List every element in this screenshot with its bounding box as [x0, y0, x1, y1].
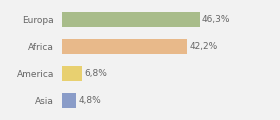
- Text: 46,3%: 46,3%: [202, 15, 230, 24]
- Bar: [62, 39, 187, 54]
- Bar: [62, 66, 82, 81]
- Bar: [62, 93, 76, 108]
- Text: 4,8%: 4,8%: [78, 96, 101, 105]
- Text: 6,8%: 6,8%: [84, 69, 107, 78]
- Bar: [62, 12, 200, 27]
- Text: 42,2%: 42,2%: [190, 42, 218, 51]
